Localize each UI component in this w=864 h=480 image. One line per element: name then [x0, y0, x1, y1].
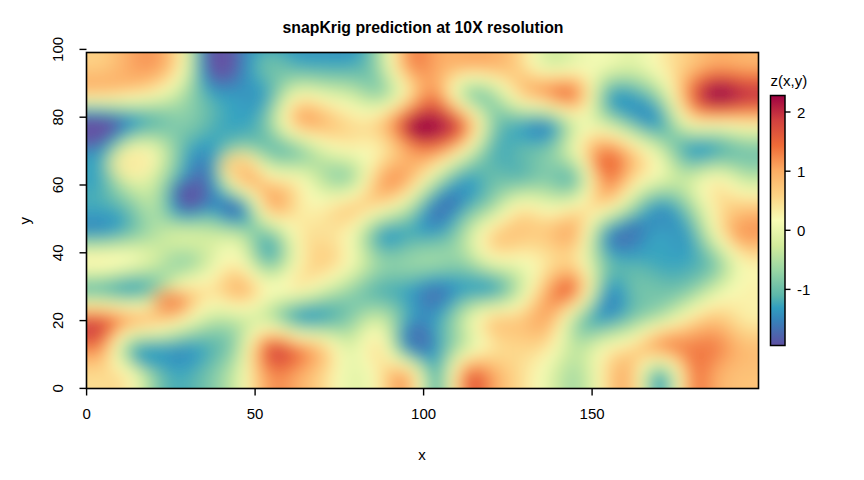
svg-text:40: 40: [49, 244, 66, 261]
svg-text:150: 150: [580, 405, 605, 422]
svg-text:z(x,y): z(x,y): [771, 72, 808, 89]
svg-text:100: 100: [411, 405, 436, 422]
svg-text:80: 80: [49, 109, 66, 126]
svg-text:0: 0: [49, 384, 66, 392]
svg-text:snapKrig prediction at 10X res: snapKrig prediction at 10X resolution: [283, 19, 564, 36]
svg-text:50: 50: [247, 405, 264, 422]
svg-text:0: 0: [82, 405, 90, 422]
svg-text:20: 20: [49, 312, 66, 329]
svg-text:2: 2: [797, 104, 805, 121]
svg-text:0: 0: [797, 222, 805, 239]
svg-text:y: y: [16, 217, 33, 225]
svg-text:100: 100: [49, 37, 66, 62]
svg-text:-1: -1: [797, 281, 810, 298]
svg-text:60: 60: [49, 177, 66, 194]
svg-text:x: x: [418, 446, 426, 463]
svg-text:1: 1: [797, 163, 805, 180]
